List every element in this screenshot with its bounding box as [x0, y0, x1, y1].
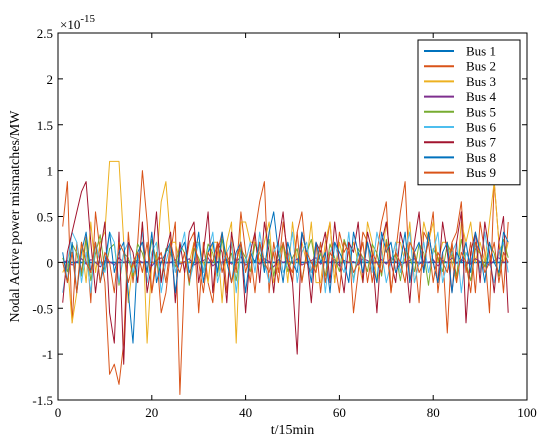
- y-exponent-power: -15: [80, 13, 95, 25]
- y-exponent-label: ×10-15: [60, 13, 96, 32]
- y-tick-label: 2: [47, 72, 54, 87]
- x-tick-label: 40: [239, 405, 252, 420]
- x-tick-label: 20: [145, 405, 158, 420]
- legend-label-9: Bus 9: [466, 165, 496, 180]
- y-tick-label: 0: [47, 255, 54, 270]
- y-tick-label: -1: [42, 347, 53, 362]
- y-tick-label: 1.5: [37, 118, 53, 133]
- legend-label-8: Bus 8: [466, 150, 496, 165]
- legend-label-1: Bus 1: [466, 44, 496, 59]
- series-group: [62, 160, 509, 395]
- series-line-9: [62, 231, 509, 294]
- y-tick-label: 1: [47, 164, 54, 179]
- legend-label-5: Bus 5: [466, 104, 496, 119]
- x-tick-label: 80: [427, 405, 440, 420]
- y-tick-label: -0.5: [32, 301, 53, 316]
- legend-label-7: Bus 7: [466, 135, 496, 150]
- legend-label-4: Bus 4: [466, 89, 496, 104]
- x-tick-label: 60: [333, 405, 346, 420]
- legend-label-6: Bus 6: [466, 120, 496, 135]
- x-axis-label: t/15min: [271, 423, 315, 438]
- y-axis-label: Nodal Active power mismatches/MW: [8, 110, 23, 323]
- x-tick-label: 0: [55, 405, 62, 420]
- y-tick-label: 2.5: [37, 26, 53, 41]
- series-line-8: [62, 211, 509, 344]
- y-tick-label: 0.5: [37, 210, 53, 225]
- x-tick-label: 100: [517, 405, 537, 420]
- y-tick-label: -1.5: [32, 393, 53, 408]
- legend-label-3: Bus 3: [466, 74, 496, 89]
- y-exponent-base: ×10: [60, 17, 80, 32]
- legend-label-2: Bus 2: [466, 59, 496, 74]
